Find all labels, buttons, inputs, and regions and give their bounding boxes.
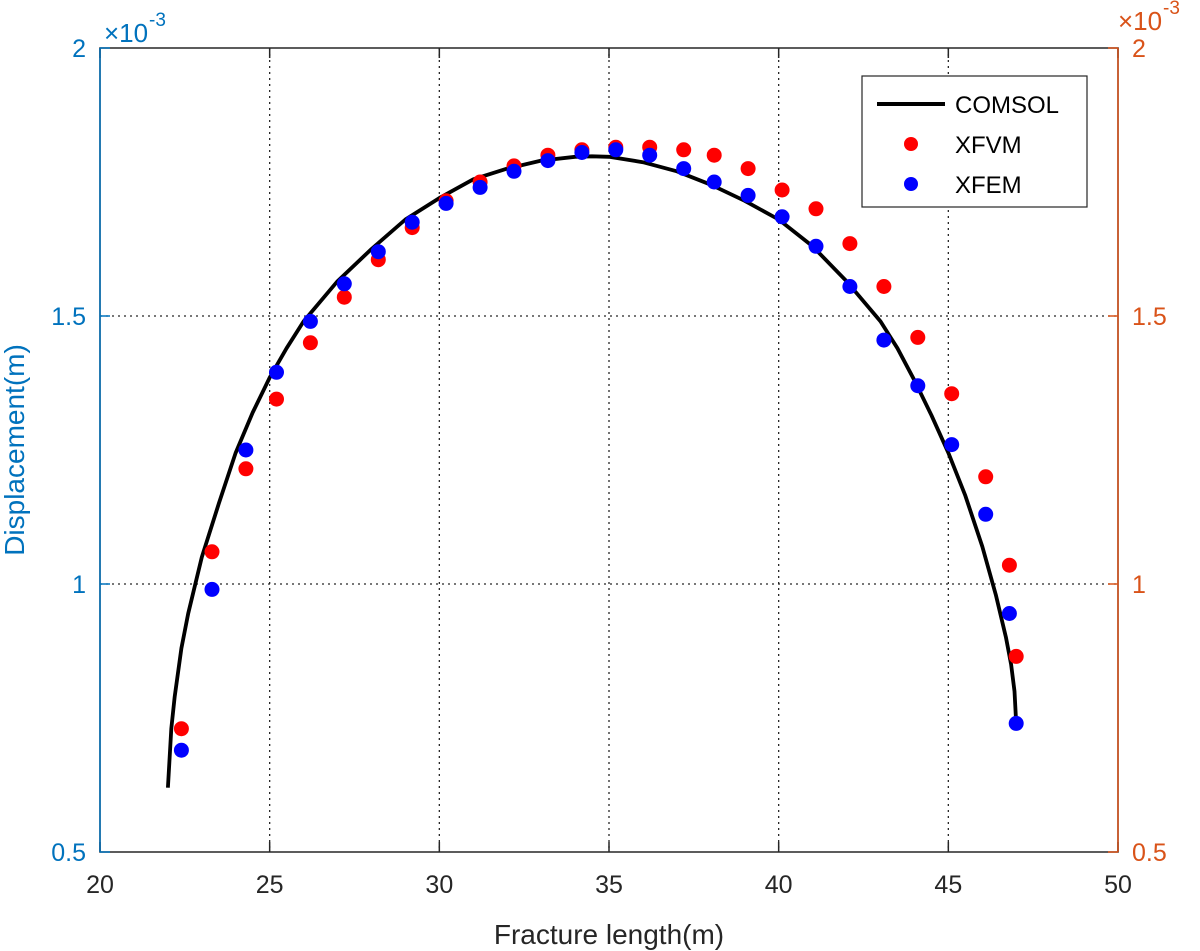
series-xfvm-point bbox=[676, 142, 692, 158]
series-xfvm-point bbox=[173, 721, 189, 737]
series-xfem-point bbox=[302, 313, 318, 329]
series-xfem-point bbox=[944, 437, 960, 453]
series-xfem-point bbox=[472, 179, 488, 195]
series-xfem-point bbox=[876, 332, 892, 348]
x-tick-label: 20 bbox=[86, 871, 114, 899]
series-xfvm-point bbox=[238, 461, 254, 477]
legend: COMSOL XFVM XFEM bbox=[861, 75, 1088, 208]
series-comsol-line bbox=[166, 154, 1019, 788]
x-tick-label: 35 bbox=[595, 871, 623, 899]
x-tick-label: 45 bbox=[934, 871, 962, 899]
left-exponent-label: ×10 -3 bbox=[104, 10, 166, 48]
series-xfvm-point bbox=[842, 236, 858, 252]
series-xfem-point bbox=[574, 145, 590, 160]
y-tick-label-left: 1.5 bbox=[51, 303, 86, 331]
series-xfvm-point bbox=[740, 161, 756, 177]
series-xfvm-point bbox=[1001, 557, 1017, 573]
x-tick-label: 30 bbox=[425, 871, 453, 899]
series-xfem-point bbox=[540, 153, 556, 169]
series-xfem-point bbox=[370, 244, 386, 260]
series-xfem-point bbox=[438, 195, 454, 211]
legend-comsol-label: COMSOL bbox=[955, 92, 1059, 119]
series-xfvm-point bbox=[774, 182, 790, 198]
series-xfem-point bbox=[336, 276, 352, 292]
x-tick-label: 50 bbox=[1104, 871, 1132, 899]
y-tick-label-left: 2 bbox=[72, 35, 86, 63]
y-tick-label-right: 1.5 bbox=[1132, 303, 1167, 331]
legend-xfvm-marker bbox=[904, 137, 918, 151]
series-xfvm-point bbox=[978, 469, 994, 485]
x-tick-label: 25 bbox=[256, 871, 284, 899]
series-xfem-point bbox=[404, 214, 420, 230]
series-xfvm-point bbox=[1008, 648, 1024, 664]
series-xfvm-point bbox=[302, 335, 318, 351]
series-xfem-point bbox=[1001, 606, 1017, 621]
series-xfvm-point bbox=[876, 279, 892, 294]
legend-box bbox=[861, 75, 1088, 208]
series-xfem-point bbox=[910, 378, 926, 394]
y-tick-label-right: 1 bbox=[1132, 571, 1146, 599]
y-tick-label-left: 1 bbox=[72, 571, 86, 599]
series-xfem-point bbox=[238, 442, 254, 458]
series-xfem-point bbox=[608, 142, 624, 158]
legend-xfem-label: XFEM bbox=[955, 172, 1022, 199]
series-xfvm-point bbox=[944, 386, 960, 402]
right-exponent-power: -3 bbox=[1163, 0, 1180, 19]
series-xfem-point bbox=[706, 174, 722, 190]
y-axis-label-left: Displacement(m) bbox=[0, 344, 30, 556]
series-xfem-point bbox=[204, 581, 220, 597]
right-exponent-base: ×10 bbox=[1118, 6, 1162, 36]
legend-xfvm-label: XFVM bbox=[955, 132, 1022, 159]
tick-labels: 20 25 30 35 40 45 500.5 0.51 11.5 1.52 2 bbox=[51, 35, 1167, 899]
series-xfem-point bbox=[642, 147, 658, 163]
x-tick-label: 40 bbox=[765, 871, 793, 899]
y-tick-label-left: 0.5 bbox=[51, 839, 86, 867]
series-xfvm-point bbox=[204, 544, 220, 560]
series-xfvm-point bbox=[336, 289, 352, 305]
series-xfem-point bbox=[173, 742, 189, 758]
x-axis-label: Fracture length(m) bbox=[494, 919, 724, 950]
y-tick-label-right: 0.5 bbox=[1132, 839, 1167, 867]
y-tick-label-right: 2 bbox=[1132, 35, 1146, 63]
series-xfem-point bbox=[1008, 715, 1024, 731]
legend-xfem-marker bbox=[904, 177, 918, 191]
series-xfem-point bbox=[774, 209, 790, 225]
tick-marks bbox=[99, 47, 1119, 853]
left-exponent-base: ×10 bbox=[104, 18, 148, 48]
left-exponent-power: -3 bbox=[149, 10, 166, 31]
series-xfvm-point bbox=[910, 329, 926, 345]
series-xfem-point bbox=[808, 238, 824, 254]
series-xfem-point bbox=[506, 163, 522, 179]
right-exponent-label: ×10 -3 bbox=[1118, 0, 1180, 36]
series-xfem-point bbox=[676, 161, 692, 177]
series-xfem-point bbox=[978, 506, 994, 522]
series-xfem-point bbox=[842, 279, 858, 294]
series-layer bbox=[166, 139, 1024, 788]
series-xfem-point bbox=[740, 187, 756, 203]
series-xfvm-point bbox=[808, 201, 824, 217]
series-xfvm-point bbox=[706, 147, 722, 163]
series-xfem-point bbox=[269, 364, 284, 380]
series-xfvm-point bbox=[269, 391, 284, 407]
